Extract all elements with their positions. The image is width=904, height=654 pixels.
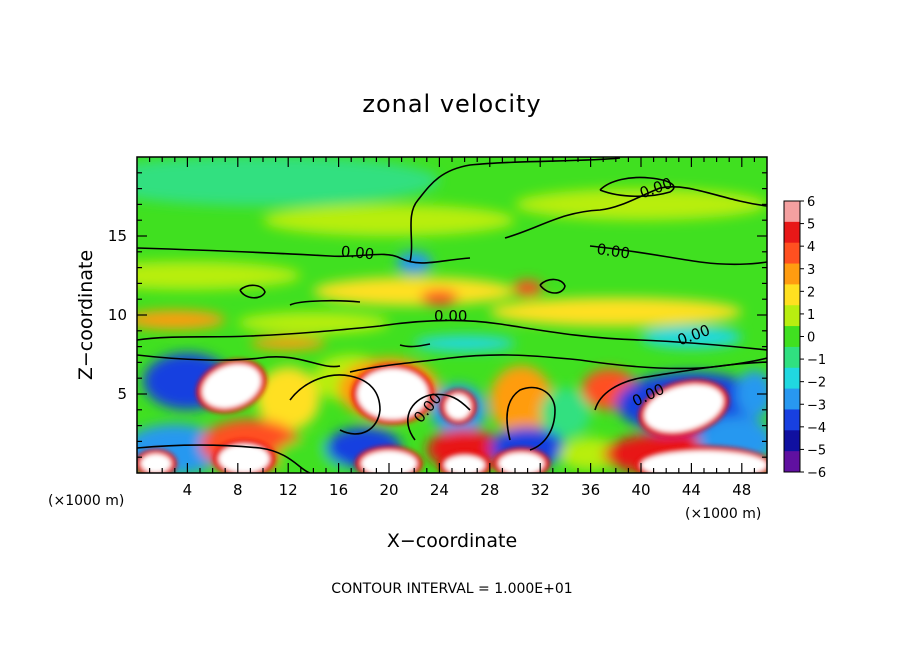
x-tick-label: 28 [480,481,499,499]
colorbar-swatch [784,242,800,265]
x-tick-label: 40 [631,481,650,499]
colorbar-tick-label: −6 [807,466,826,481]
colorbar-swatch [784,305,800,327]
x-tick-label: 44 [682,481,701,499]
colorbar-tick-label: 2 [807,285,815,300]
x-tick-label: 24 [430,481,449,499]
colorbar-tick-label: 1 [807,308,815,323]
x-tick-label: 20 [379,481,398,499]
contour-label-1: 0.00 [340,242,375,263]
x-unit-right: (×1000 m) [685,506,761,522]
x-tick-label: 36 [581,481,600,499]
colorbar-tick-label: −2 [807,376,826,391]
contour-lines [137,157,767,473]
colorbar-tick-label: −5 [807,443,826,458]
x-tick-label: 4 [183,481,193,499]
colorbar-tick-label: 5 [807,218,815,233]
y-tick-label: 15 [108,227,127,245]
colorbar-tick-label: −3 [807,398,826,413]
field-blob-32 [250,337,326,350]
x-unit-left: (×1000 m) [48,493,124,509]
x-axis: 4 8 12 16 20 24 28 32 36 40 44 48 [149,157,756,499]
contour-label-2: 0.00 [596,240,632,262]
x-tick-label: 32 [531,481,550,499]
field-blob-10 [420,289,459,306]
colorbar-tick-label: −4 [807,421,826,436]
field-blob-17 [489,365,553,436]
x-tick-label: 16 [329,481,348,499]
core-1 [357,368,429,420]
colorbar-swatch [784,367,800,390]
y-axis: 5 10 15 [108,172,767,458]
field-blob-7 [237,311,389,334]
field-blob-6 [137,310,226,330]
field-blob-31 [414,335,515,352]
core-3 [644,384,724,432]
core-8 [641,450,767,473]
field-blob-28 [559,438,623,470]
field-blob-1 [263,204,515,236]
field-blob-11 [512,280,543,297]
colorbar-swatch [784,201,800,223]
colorbar-swatch [784,221,800,244]
field-blob-4 [313,277,515,306]
chart-title: zonal velocity [362,90,541,118]
x-tick-label: 8 [233,481,243,499]
colorbar-tick-label: −1 [807,353,826,368]
contour-label-3: 0.00 [434,307,467,325]
core-5 [140,454,172,473]
field-blob-21 [735,370,767,418]
field-blob-8 [641,326,742,349]
x-axis-label: X−coordinate [387,530,517,552]
core-6 [361,450,417,473]
y-axis-label: Z−coordinate [75,250,97,380]
colorbar: 6 5 4 3 2 1 0 −1 −2 −3 −4 −5 −6 [783,195,826,481]
core-2 [445,394,471,420]
colorbar-tick-label: 6 [807,195,815,210]
core-9 [444,455,485,473]
x-tick-label: 12 [279,481,298,499]
field-blob-5 [489,297,742,327]
x-tick-label: 48 [732,481,751,499]
y-tick-label: 10 [108,306,127,324]
field-blob-0 [137,157,440,206]
core-7 [498,452,544,473]
colorbar-swatch [784,409,800,431]
contour-interval-note: CONTOUR INTERVAL = 1.000E+01 [331,581,572,597]
colorbar-swatch [784,326,800,348]
heatmap-field: 0.000.00 0.000.000.000.000.00 [137,157,767,473]
y-tick-label: 5 [117,385,127,403]
field-blob-13 [256,367,320,431]
colorbar-tick-label: 4 [807,240,815,255]
colorbar-swatch [784,430,800,452]
colorbar-swatch [784,388,800,410]
field-blob-3 [137,261,301,290]
colorbar-swatch [784,263,800,285]
colorbar-swatch [784,451,800,473]
colorbar-tick-label: 3 [807,263,815,278]
colorbar-tick-label: 0 [807,331,815,346]
core-0 [202,364,261,408]
colorbar-swatch [784,346,800,369]
colorbar-swatch [784,284,800,306]
core-4 [218,444,270,473]
